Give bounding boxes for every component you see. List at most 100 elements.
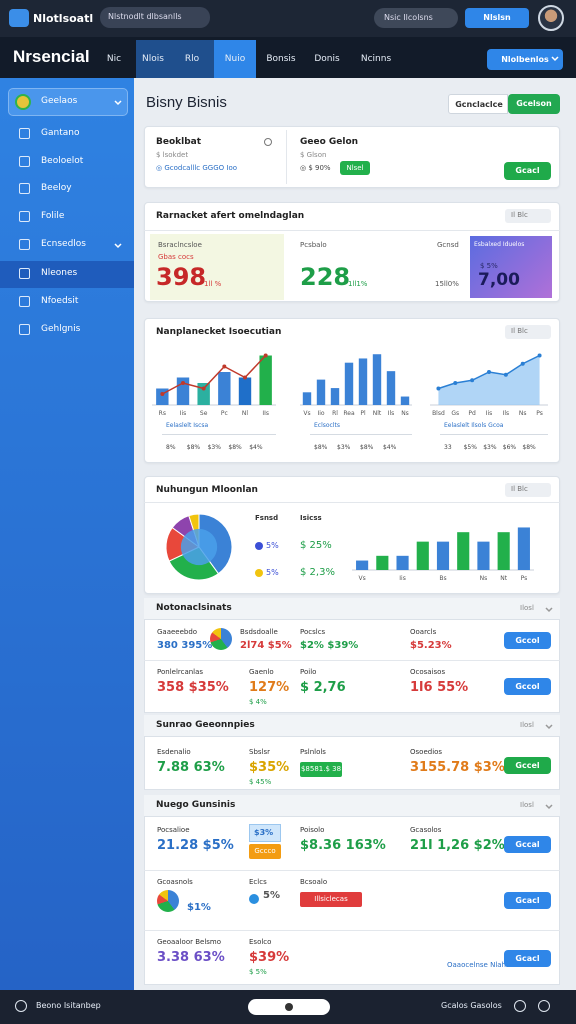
bar xyxy=(457,532,470,570)
sidebar-item: Geelaos xyxy=(41,96,78,106)
header-bar xyxy=(0,37,576,78)
stat-change: 1ll % xyxy=(204,280,222,288)
x-tick-label: Nlt xyxy=(373,410,382,417)
sidebar-item: Ecnsedlos xyxy=(41,239,86,249)
sidebar-icon xyxy=(19,268,30,279)
stat-label: Gcnsd xyxy=(437,241,459,249)
nav-tab-label: Donis xyxy=(314,54,340,64)
home-pill[interactable] xyxy=(248,999,330,1015)
nav-tab-label: Bonsis xyxy=(266,54,296,64)
sidebar-item: Folile xyxy=(41,211,65,221)
divider xyxy=(144,660,560,661)
status-pill[interactable]: Nsic Ilcolsns xyxy=(374,8,458,28)
nav-tab[interactable]: Nuio xyxy=(214,40,256,78)
summary-card xyxy=(144,126,560,188)
x-tick-label: Iis xyxy=(486,410,493,417)
x-tick-label: Ns xyxy=(480,575,488,582)
cell-value: $1% xyxy=(187,902,211,913)
cell-label: Esolco xyxy=(249,938,272,946)
toggle-option[interactable]: Gcelson xyxy=(508,94,560,114)
filter-chip[interactable]: Il Blc xyxy=(505,325,551,339)
row-button-label: Gccol xyxy=(515,682,540,691)
sidebar-icon xyxy=(19,296,30,307)
row-button[interactable]: Gccol xyxy=(504,632,551,649)
stat-highlight xyxy=(150,234,284,300)
chevron-icon xyxy=(545,804,553,810)
cell-value: 127% xyxy=(249,680,290,695)
chevron xyxy=(545,607,553,613)
bottom-status: Beono Isitanbep xyxy=(36,1001,101,1010)
cell-badge-label: $8581.$ 38 xyxy=(300,765,342,773)
legend-header: Isicss xyxy=(300,514,322,522)
nav-tab[interactable]: Ncinns xyxy=(348,40,404,78)
header-button[interactable]: Nlolbenlos xyxy=(487,49,563,70)
cell-value: 21.28 $5% xyxy=(157,838,234,853)
section-menu: Ilosl xyxy=(520,604,534,612)
cell-value: $8.36 163% xyxy=(300,838,386,853)
row-button[interactable]: Gcacl xyxy=(504,892,551,909)
cell-label: Sbslsr xyxy=(249,748,271,756)
divider xyxy=(144,870,560,871)
point xyxy=(201,386,206,391)
bottom-links: Gcalos Gasolos xyxy=(441,1001,502,1010)
row-button[interactable]: Gccol xyxy=(504,678,551,695)
point xyxy=(503,372,508,377)
mini-chart: Vs Iis Bs Ns Nt Ps xyxy=(352,527,534,582)
bar xyxy=(238,377,252,405)
section-menu: Ilosl xyxy=(520,801,534,809)
row-button[interactable]: Gccal xyxy=(504,836,551,853)
top-button[interactable]: Nlslsn xyxy=(465,8,529,28)
nav-tab-label: Ncinns xyxy=(360,54,392,64)
chart-footer: 8% xyxy=(166,444,176,451)
filter-chip[interactable]: Il Blc xyxy=(505,209,551,223)
row-button[interactable]: Gccel xyxy=(504,757,551,774)
x-tick-label: Gs xyxy=(451,410,459,417)
divider xyxy=(144,930,560,931)
sidebar-item: Gantano xyxy=(41,128,80,138)
chart-footer: $3% xyxy=(483,444,497,451)
x-tick-label: Bs xyxy=(439,575,446,582)
cell-value: 21l 1,26 $2% xyxy=(410,838,505,853)
search-box[interactable]: Nlstnodlt dlbsanlls xyxy=(100,7,210,28)
area-fill xyxy=(438,355,540,405)
bottom-icon[interactable] xyxy=(538,1000,550,1012)
stat-change: 1ll1% xyxy=(348,280,368,288)
chevron-icon xyxy=(545,724,553,730)
cell-value: 7.88 63% xyxy=(157,760,225,775)
sidebar-active xyxy=(0,261,134,288)
bar xyxy=(396,555,409,570)
chart-footer: $8% xyxy=(186,444,201,451)
chart-footer: $8% xyxy=(522,444,536,451)
cell-badge: Illsiclecas xyxy=(300,892,362,907)
row-button-label: Gcacl xyxy=(515,953,540,963)
row-button[interactable]: Gcacl xyxy=(504,949,551,967)
nav-tab[interactable]: Nlois xyxy=(136,40,170,78)
section xyxy=(144,795,560,985)
x-tick-label: Pl xyxy=(360,410,366,417)
point xyxy=(160,392,165,396)
chart-footer: $4% xyxy=(383,444,397,451)
filter-chip-label: Il Blc xyxy=(511,485,528,493)
bar xyxy=(372,354,382,405)
bar xyxy=(197,383,210,405)
user-avatar[interactable] xyxy=(538,5,564,31)
nav-tab[interactable]: Rlo xyxy=(170,40,214,78)
filter-chip[interactable]: Il Blc xyxy=(505,483,551,497)
search-text: Nlstnodlt dlbsanlls xyxy=(108,12,182,21)
legend-share: 5% xyxy=(266,541,279,550)
divider xyxy=(310,434,412,435)
summary-title: Geeo Gelon xyxy=(300,137,359,147)
page-title: Bisny Bisnis xyxy=(146,94,227,111)
bottom-icon[interactable] xyxy=(514,1000,526,1012)
divider xyxy=(162,434,276,435)
header-button-label: Nlolbenlos xyxy=(501,55,549,64)
x-tick-label: Se xyxy=(200,410,208,417)
nav-tab[interactable]: Donis xyxy=(306,40,348,78)
nav-tab[interactable]: Nic xyxy=(94,40,134,78)
toggle-option[interactable]: Gcnclaclce xyxy=(448,94,508,114)
nav-tab[interactable]: Bonsis xyxy=(256,40,306,78)
summary-button[interactable]: Gcacl xyxy=(504,162,551,180)
bar xyxy=(376,555,389,570)
cell-value: 358 $35% xyxy=(157,680,229,695)
